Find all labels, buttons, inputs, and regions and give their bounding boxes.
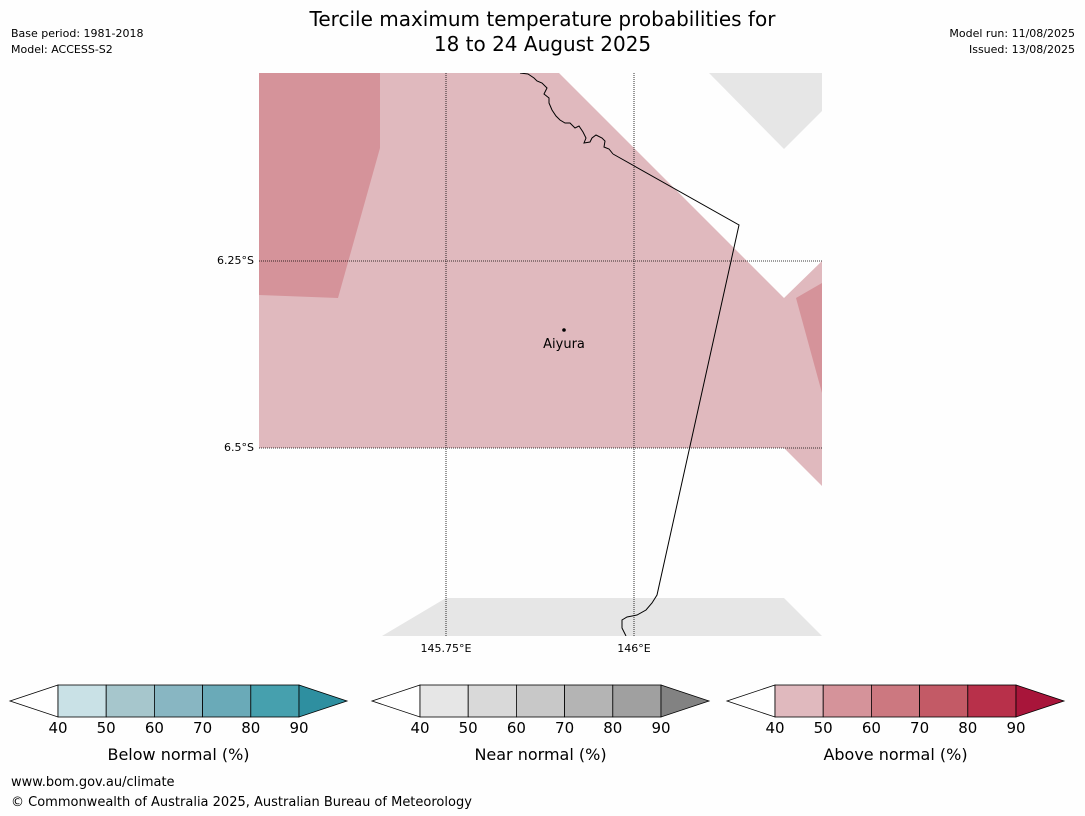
location-marker xyxy=(562,328,566,332)
colorbar-near-label: Near normal (%) xyxy=(474,745,607,764)
near-colorbar-tick-label: 50 xyxy=(458,719,478,737)
colorbar-below-normal xyxy=(8,684,349,718)
near-colorbar-tick-label: 70 xyxy=(555,719,575,737)
below-colorbar-segment xyxy=(153,684,203,718)
near-colorbar-under-triangle xyxy=(370,684,421,718)
below-colorbar-tick-label: 40 xyxy=(48,719,68,737)
no-data-region-ne xyxy=(709,73,822,149)
below-colorbar-segment xyxy=(57,684,107,718)
probability-map xyxy=(259,73,822,636)
above-colorbar-segment xyxy=(919,684,969,718)
no-data-region-s xyxy=(382,598,822,636)
place-label: Aiyura xyxy=(543,337,585,352)
above-colorbar-tick-label: 50 xyxy=(813,719,833,737)
lat-tick-6-25: 6.25°S xyxy=(217,254,254,267)
lat-tick-6-5: 6.5°S xyxy=(224,441,254,454)
page-title: Tercile maximum temperature probabilitie… xyxy=(0,7,1085,57)
model-name: Model: ACCESS-S2 xyxy=(11,43,113,56)
above-colorbar-segment xyxy=(822,684,872,718)
below-colorbar-tick-label: 50 xyxy=(96,719,116,737)
colorbars xyxy=(8,684,1066,718)
below-colorbar-segment xyxy=(202,684,252,718)
footer-copyright: © Commonwealth of Australia 2025, Austra… xyxy=(11,795,472,810)
colorbar-above-normal xyxy=(725,684,1066,718)
near-colorbar-over-triangle xyxy=(660,684,711,718)
base-period: Base period: 1981-2018 xyxy=(11,27,144,40)
below-colorbar-tick-label: 70 xyxy=(193,719,213,737)
below-colorbar-tick-label: 60 xyxy=(144,719,164,737)
above-normal-40-50-region xyxy=(259,73,822,486)
below-colorbar-segment xyxy=(105,684,155,718)
above-colorbar-tick-label: 90 xyxy=(1006,719,1026,737)
near-colorbar-segment xyxy=(516,684,566,718)
lon-tick-145-75: 145.75°E xyxy=(420,642,472,655)
below-colorbar-tick-label: 90 xyxy=(289,719,309,737)
near-colorbar-tick-label: 80 xyxy=(603,719,623,737)
near-colorbar-tick-label: 90 xyxy=(651,719,671,737)
title-line-2: 18 to 24 August 2025 xyxy=(433,32,652,56)
near-colorbar-segment xyxy=(612,684,662,718)
title-line-1: Tercile maximum temperature probabilitie… xyxy=(309,7,776,31)
colorbar-near-normal xyxy=(370,684,711,718)
near-colorbar-tick-label: 40 xyxy=(410,719,430,737)
above-colorbar-segment xyxy=(967,684,1017,718)
above-colorbar-under-triangle xyxy=(725,684,776,718)
colorbar-above-label: Above normal (%) xyxy=(823,745,968,764)
below-colorbar-over-triangle xyxy=(298,684,349,718)
below-colorbar-tick-label: 80 xyxy=(241,719,261,737)
lon-tick-146: 146°E xyxy=(617,642,651,655)
below-colorbar-under-triangle xyxy=(8,684,59,718)
coastline xyxy=(519,73,614,155)
near-colorbar-tick-label: 60 xyxy=(506,719,526,737)
above-colorbar-segment xyxy=(871,684,921,718)
above-normal-50-60-region-west xyxy=(259,73,380,298)
above-colorbar-segment xyxy=(774,684,824,718)
near-colorbar-segment xyxy=(467,684,517,718)
colorbar-below-label: Below normal (%) xyxy=(107,745,250,764)
footer-url: www.bom.gov.au/climate xyxy=(11,775,175,790)
above-colorbar-tick-label: 80 xyxy=(958,719,978,737)
below-colorbar-segment xyxy=(250,684,300,718)
model-run: Model run: 11/08/2025 xyxy=(949,27,1075,40)
above-colorbar-tick-label: 70 xyxy=(910,719,930,737)
above-colorbar-tick-label: 40 xyxy=(765,719,785,737)
border-line xyxy=(612,153,740,636)
above-colorbar-tick-label: 60 xyxy=(861,719,881,737)
near-colorbar-segment xyxy=(564,684,614,718)
issued-date: Issued: 13/08/2025 xyxy=(968,43,1075,56)
near-colorbar-segment xyxy=(419,684,469,718)
above-normal-50-60-region-east xyxy=(796,283,822,393)
above-colorbar-over-triangle xyxy=(1015,684,1066,718)
